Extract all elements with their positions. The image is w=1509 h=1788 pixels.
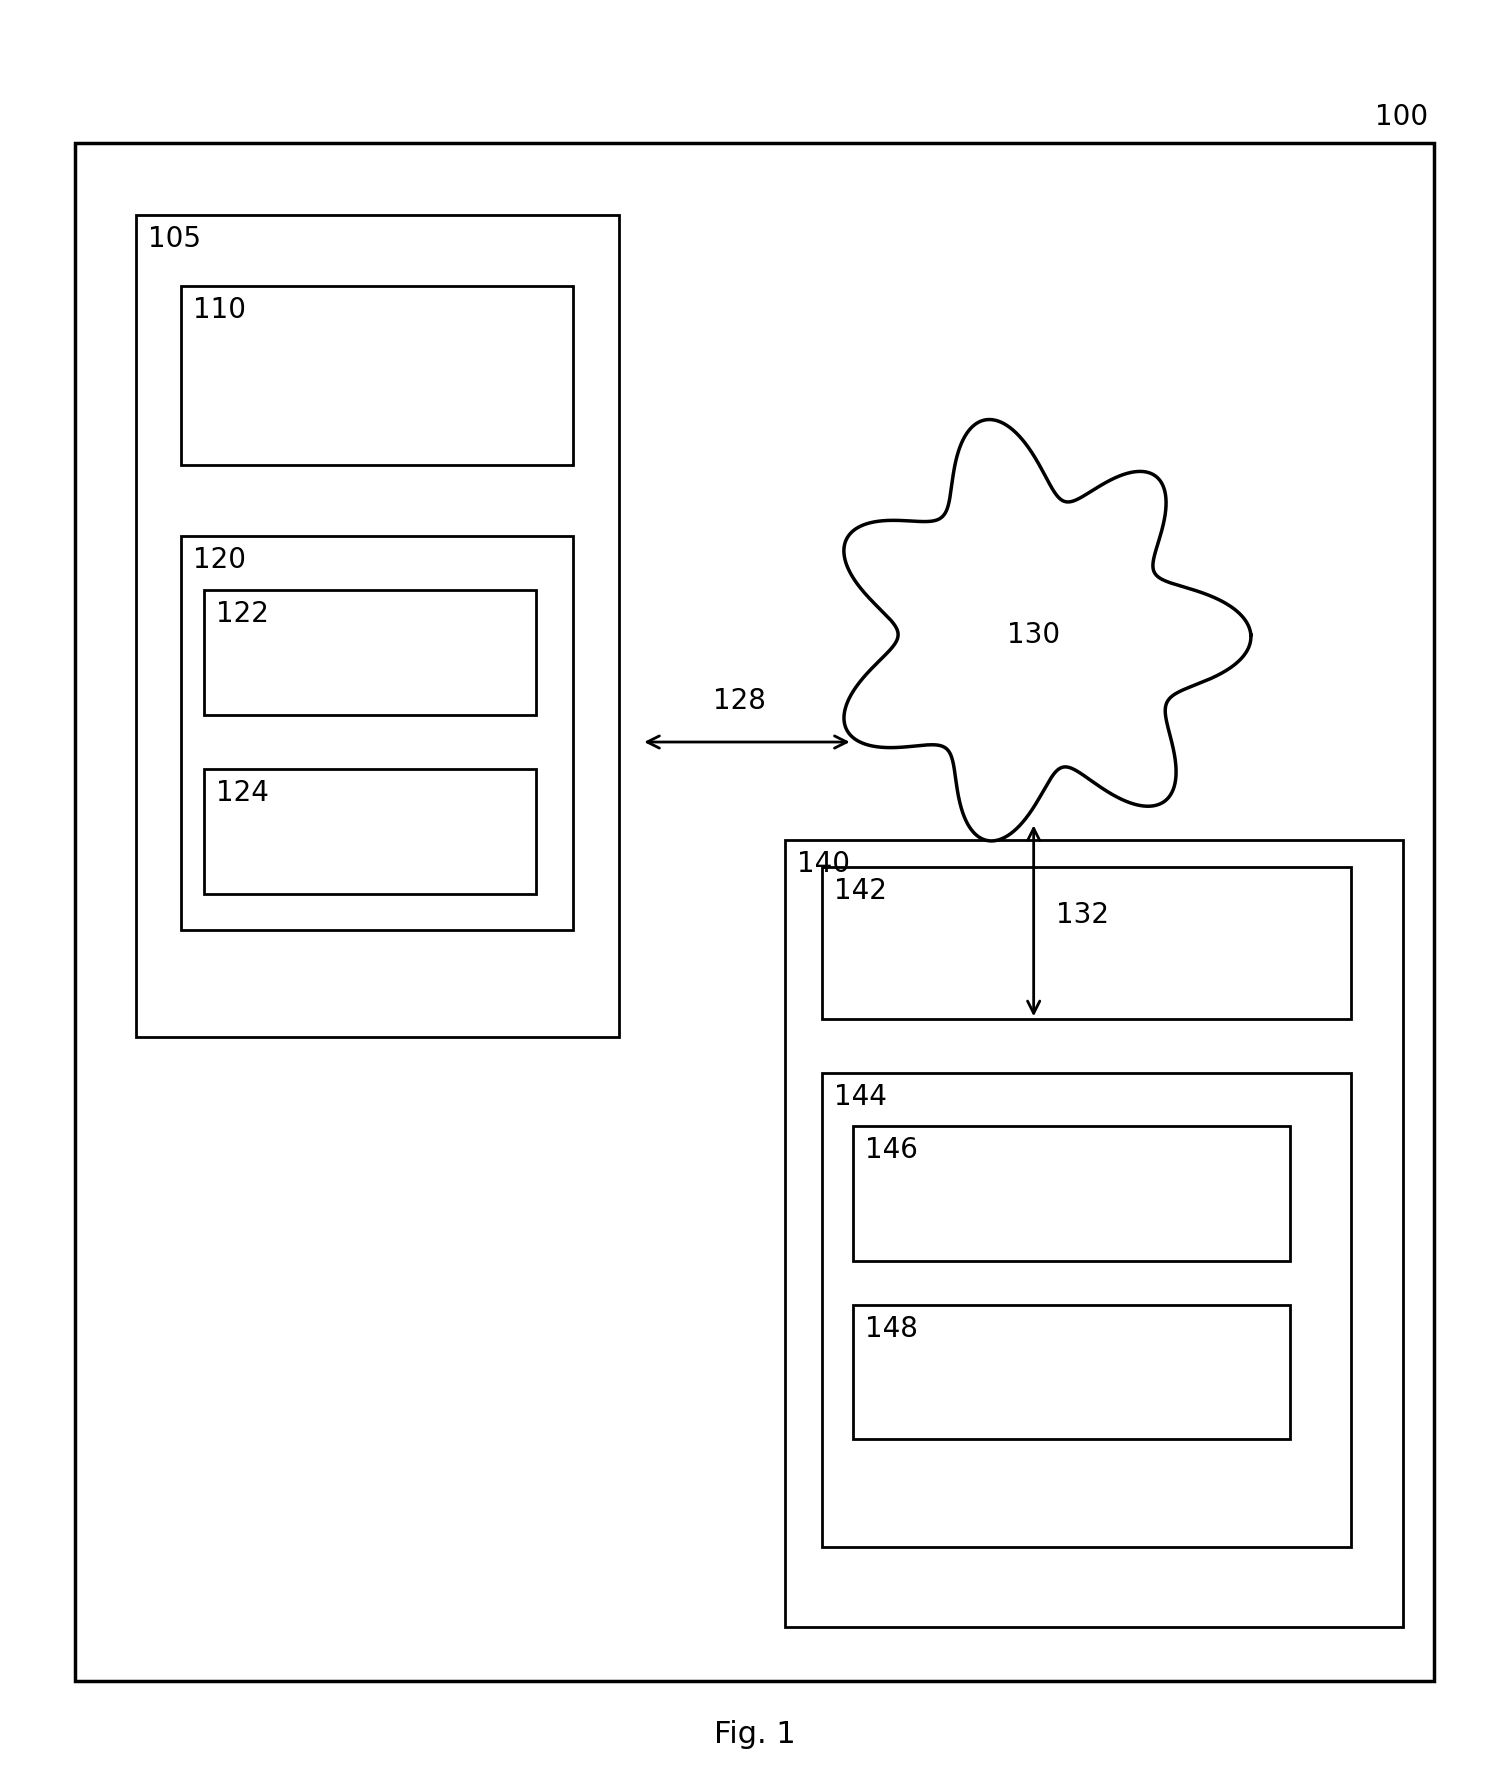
Text: Fig. 1: Fig. 1 xyxy=(714,1720,795,1749)
Text: 120: 120 xyxy=(193,547,246,574)
Bar xyxy=(822,1073,1351,1547)
Bar xyxy=(822,867,1351,1019)
Text: 142: 142 xyxy=(834,878,887,905)
Bar xyxy=(181,286,573,465)
Bar xyxy=(785,840,1403,1627)
Text: 124: 124 xyxy=(216,780,269,806)
Text: 128: 128 xyxy=(712,687,767,715)
Bar xyxy=(136,215,619,1037)
Bar xyxy=(204,769,536,894)
Text: 148: 148 xyxy=(865,1316,917,1343)
Text: 100: 100 xyxy=(1375,104,1429,131)
Text: 110: 110 xyxy=(193,297,246,324)
Bar xyxy=(204,590,536,715)
Polygon shape xyxy=(844,420,1251,840)
Text: 132: 132 xyxy=(1056,901,1109,930)
Bar xyxy=(181,536,573,930)
Text: 130: 130 xyxy=(1007,620,1061,649)
Text: 122: 122 xyxy=(216,601,269,628)
Text: 146: 146 xyxy=(865,1137,917,1164)
Text: 144: 144 xyxy=(834,1084,887,1110)
Bar xyxy=(853,1305,1290,1439)
Text: 140: 140 xyxy=(797,851,850,878)
Bar xyxy=(853,1126,1290,1261)
Bar xyxy=(75,143,1434,1681)
Text: 105: 105 xyxy=(148,225,201,252)
